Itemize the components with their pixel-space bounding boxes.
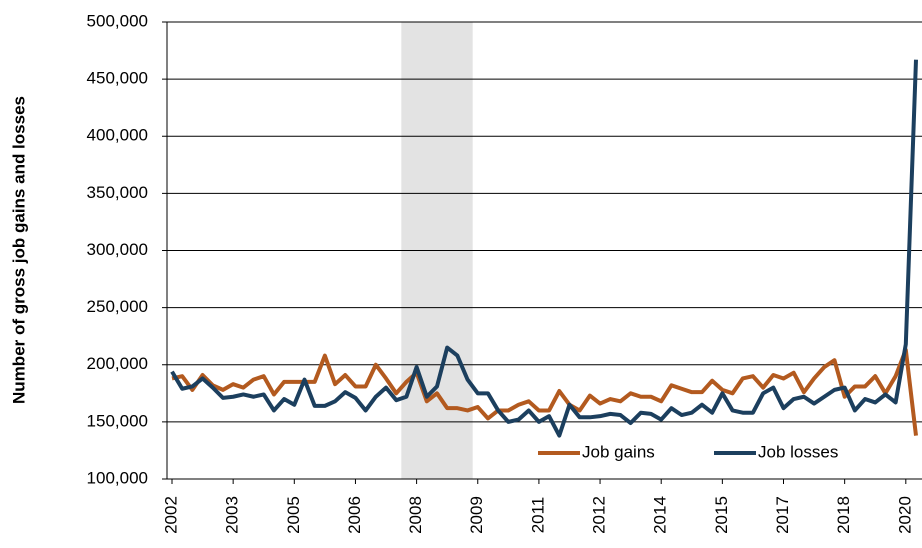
x-tick-label: 2015 xyxy=(712,496,731,534)
x-tick-label: 2014 xyxy=(651,496,670,534)
x-tick-label: 2006 xyxy=(345,496,364,534)
legend-label: Job losses xyxy=(758,442,838,461)
y-tick-label: 150,000 xyxy=(87,411,148,430)
y-axis-label: Number of gross job gains and losses xyxy=(9,96,28,404)
x-tick-label: 2012 xyxy=(590,496,609,534)
y-tick-label: 250,000 xyxy=(87,297,148,316)
y-tick-label: 450,000 xyxy=(87,69,148,88)
x-tick-label: 2002 xyxy=(161,496,180,534)
y-tick-label: 100,000 xyxy=(87,468,148,487)
x-tick-label: 2018 xyxy=(834,496,853,534)
y-tick-label: 300,000 xyxy=(87,240,148,259)
x-tick-label: 2017 xyxy=(773,496,792,534)
x-tick-label: 2009 xyxy=(467,496,486,534)
series-line xyxy=(171,347,918,436)
x-tick-label: 2003 xyxy=(223,496,242,534)
x-tick-label: 2011 xyxy=(528,497,547,534)
series-line xyxy=(170,59,918,438)
x-tick-label: 2020 xyxy=(895,496,914,534)
y-tick-label: 500,000 xyxy=(87,11,148,30)
y-tick-label: 350,000 xyxy=(87,183,148,202)
legend-label: Job gains xyxy=(582,442,655,461)
x-tick-label: 2008 xyxy=(406,496,425,534)
y-tick-label: 200,000 xyxy=(87,354,148,373)
y-tick-label: 400,000 xyxy=(87,126,148,145)
x-tick-label: 2005 xyxy=(284,496,303,534)
